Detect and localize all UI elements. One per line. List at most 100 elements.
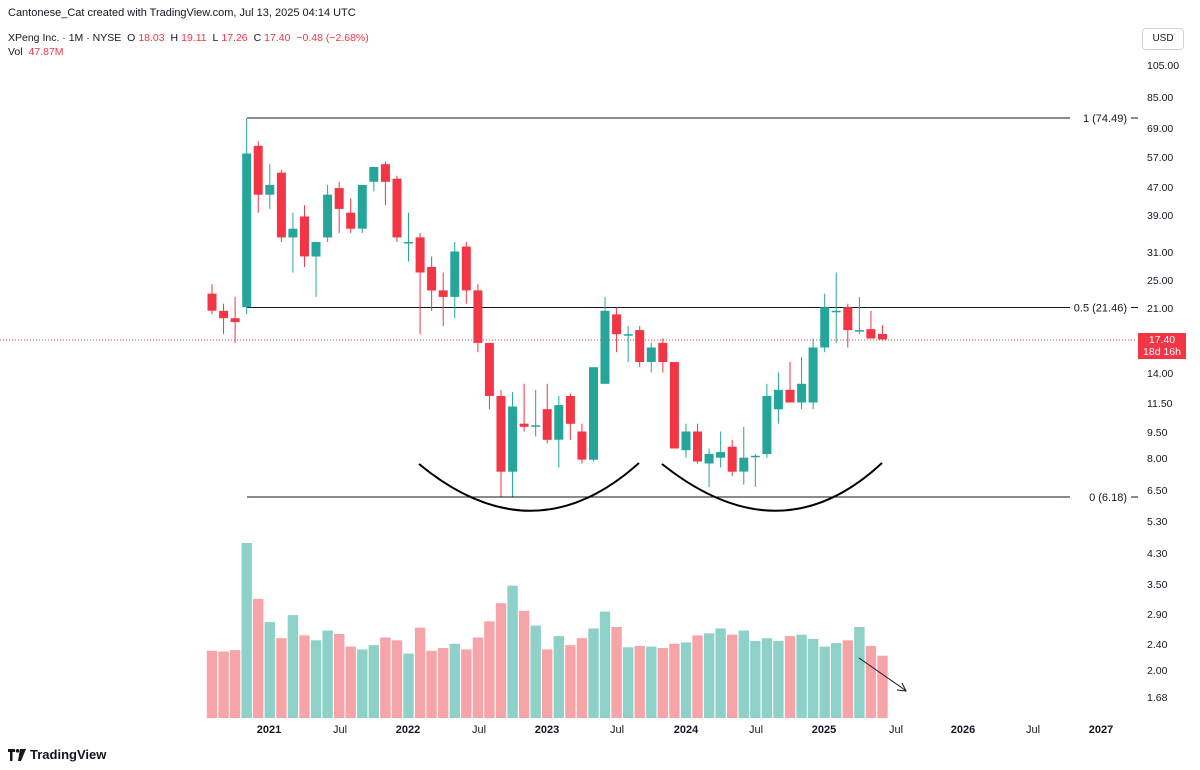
price-tick-label: 2.40	[1147, 639, 1168, 651]
candle-body	[415, 237, 425, 273]
price-tick-label: 2.00	[1147, 665, 1168, 677]
volume-bar	[761, 638, 773, 718]
low-value: 17.26	[221, 32, 248, 44]
candle-body	[276, 172, 286, 238]
volume-bar	[391, 640, 403, 718]
candle	[773, 372, 783, 424]
price-tick-label: 3.50	[1147, 579, 1168, 591]
price-tick-label: 31.00	[1147, 247, 1173, 259]
candle-body	[288, 228, 298, 238]
down-arrow-annotation[interactable]	[858, 657, 906, 691]
candle-body	[404, 242, 413, 244]
volume-bar	[345, 646, 356, 718]
price-tick-label: 5.30	[1147, 516, 1168, 528]
volume-bar	[646, 646, 657, 718]
candle-body	[207, 293, 217, 311]
candle	[565, 393, 575, 440]
volume-bar	[611, 627, 622, 718]
candle	[334, 181, 344, 233]
price-tick-label: 11.50	[1147, 398, 1173, 410]
fib-level[interactable]: 0 (6.18)	[247, 492, 1138, 504]
candle	[820, 293, 830, 353]
time-tick-label: 2027	[1089, 724, 1113, 736]
candle	[415, 233, 425, 335]
price-axis[interactable]: 105.00 85.00 69.00 57.00 47.00 39.00 31.00 25.0…	[1147, 60, 1179, 704]
candle	[693, 423, 702, 464]
candle-body	[716, 452, 726, 458]
candle	[323, 184, 333, 242]
vol-value: 47.87M	[28, 46, 64, 58]
volume-bar	[287, 615, 299, 718]
candle-body	[866, 329, 876, 339]
candle	[808, 338, 818, 410]
price-tick-label: 69.00	[1147, 123, 1173, 135]
candle-body	[450, 251, 460, 297]
ohlc-line: XPeng Inc. · 1M · NYSE O 18.03 H 19.11 L 17…	[8, 31, 372, 45]
candle	[878, 325, 887, 341]
volume-bar	[229, 650, 241, 718]
candle-body	[739, 457, 749, 472]
candle	[542, 383, 552, 444]
candle	[750, 453, 760, 487]
left-arc-annotation[interactable]	[418, 462, 640, 512]
right-arc-annotation[interactable]	[661, 462, 883, 512]
time-tick-label: Jul	[889, 724, 903, 736]
candle-body	[554, 405, 564, 440]
change-value: −0.48 (−2.68%)	[296, 32, 369, 44]
volume-bar	[253, 599, 264, 718]
candle	[369, 167, 379, 192]
low-label: L	[212, 32, 219, 44]
fib-level[interactable]: 1 (74.49)	[247, 113, 1138, 125]
currency-button[interactable]: USD	[1142, 28, 1184, 50]
volume-bar	[507, 585, 518, 718]
candle	[669, 362, 679, 449]
volume-bar	[218, 651, 229, 718]
fib-label: 0.5 (21.46)	[1074, 303, 1127, 315]
fib-levels[interactable]: 1 (74.49) 0.5 (21.46) 0 (6.18)	[247, 113, 1138, 504]
volume-bar	[380, 637, 391, 718]
candle	[681, 423, 691, 458]
volume-bar	[657, 648, 668, 718]
volume-bar	[530, 625, 541, 718]
candle-body	[508, 406, 518, 472]
symbol-name[interactable]: XPeng Inc. · 1M · NYSE	[8, 32, 122, 44]
candle-body	[242, 153, 252, 308]
price-tick-label: 25.00	[1147, 275, 1173, 287]
candle	[253, 141, 263, 213]
candle-body	[577, 431, 587, 460]
price-tick-label: 47.00	[1147, 182, 1173, 194]
price-tick-label: 9.50	[1147, 427, 1168, 439]
candle	[219, 303, 229, 335]
candle	[554, 396, 564, 468]
candle	[739, 426, 749, 485]
candle-body	[589, 367, 598, 460]
volume-bar	[599, 611, 611, 718]
candle-body	[427, 267, 437, 291]
fib-level[interactable]: 0.5 (21.46)	[247, 303, 1138, 315]
candle	[450, 242, 460, 319]
price-tick-label: 105.00	[1147, 60, 1179, 72]
last-price-tag: 17.40 18d 16h	[1138, 333, 1186, 359]
tradingview-logo[interactable]: TradingView	[8, 747, 106, 762]
volume-bar	[831, 643, 842, 718]
price-tick-label: 85.00	[1147, 92, 1173, 104]
candle	[473, 284, 483, 353]
tradingview-icon	[8, 748, 26, 761]
rounding-bottom-annotations[interactable]	[418, 462, 907, 692]
candle-body	[496, 396, 506, 472]
time-tick-label: 2021	[257, 724, 281, 736]
candle	[635, 326, 645, 368]
candle	[508, 392, 518, 497]
volume-bar	[796, 634, 807, 718]
last-price-value: 17.40	[1148, 334, 1176, 346]
time-axis[interactable]: 2021 Jul 2022 Jul 2023 Jul 2024 Jul 2025 Jul 2026 J…	[257, 724, 1113, 736]
candle-body	[346, 212, 356, 229]
candle	[404, 212, 413, 262]
price-tick-label: 14.00	[1147, 368, 1173, 380]
volume-bar	[518, 610, 530, 718]
candle	[577, 423, 587, 464]
candle-body	[600, 310, 610, 384]
volume-bar	[692, 635, 703, 718]
candle	[704, 448, 714, 487]
